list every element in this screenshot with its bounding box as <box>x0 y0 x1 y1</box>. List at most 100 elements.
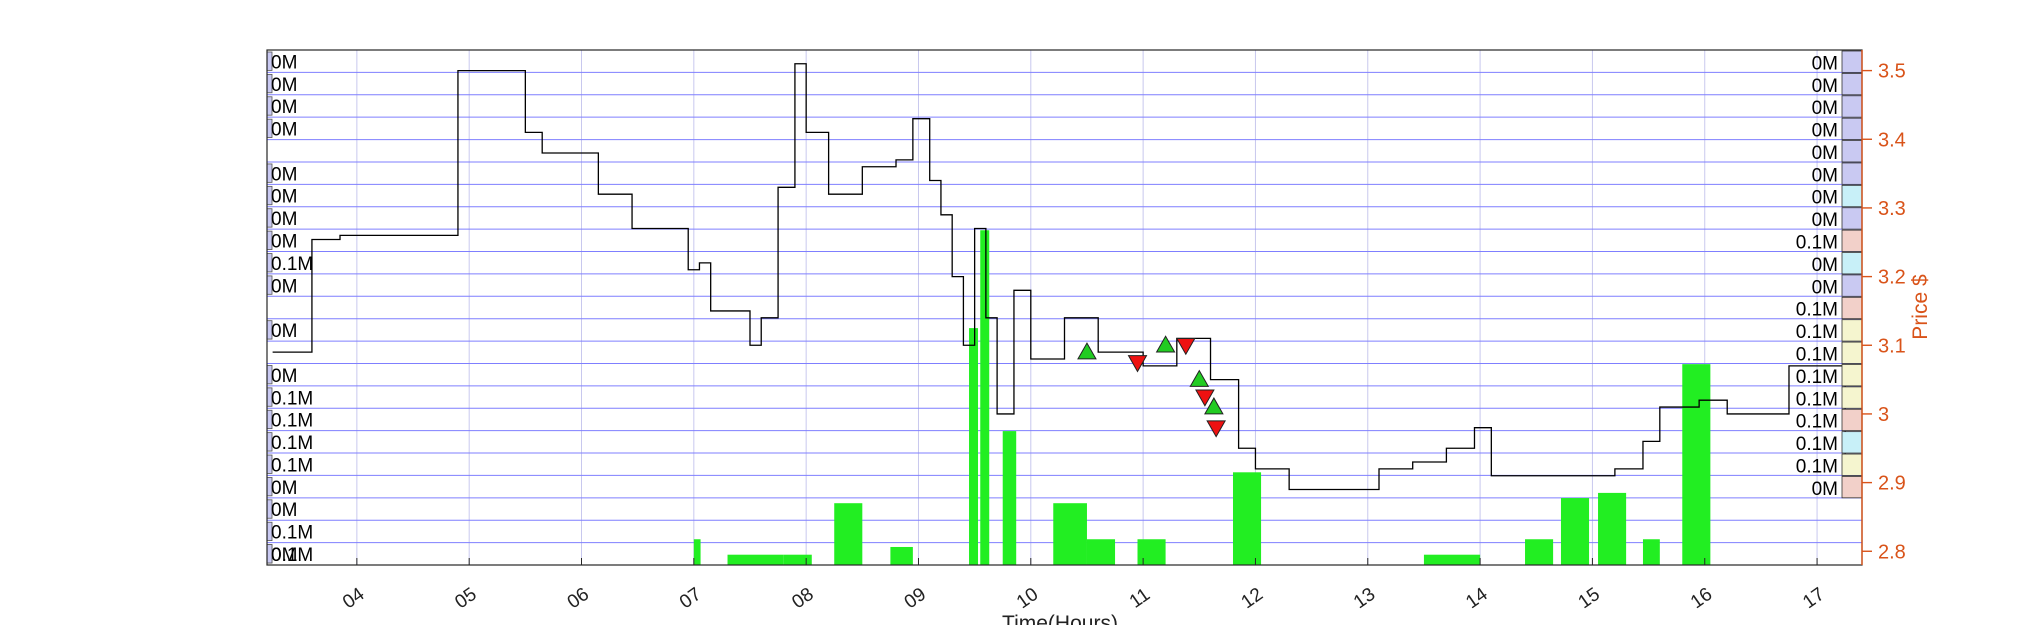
x-tick-label: 07 <box>676 584 705 613</box>
right-profile-label: 0M <box>1812 479 1838 500</box>
right-profile-label: 0.1M <box>1796 434 1838 455</box>
volume-bar <box>693 539 701 565</box>
right-profile-label: 0.1M <box>1796 412 1838 433</box>
price-tick-label: 3.2 <box>1878 267 1906 289</box>
buy-marker <box>1155 335 1176 353</box>
right-profile-label: 0.1M <box>1796 367 1838 388</box>
right-profile-label: 0M <box>1812 165 1838 186</box>
volume-bar <box>1423 554 1481 565</box>
left-profile-label: 0.1M <box>271 411 313 432</box>
sell-marker <box>1127 355 1148 373</box>
right-profile-bar <box>1841 229 1863 252</box>
x-tick-label: 06 <box>564 584 593 613</box>
plot-area <box>267 50 1862 565</box>
right-profile-bar <box>1841 364 1863 387</box>
horizontal-grid <box>267 71 1862 544</box>
x-tick-label: 09 <box>901 584 930 613</box>
volume-bar <box>1137 539 1166 565</box>
right-profile-bar <box>1841 207 1863 230</box>
left-profile-label: 0M <box>271 187 297 208</box>
volume-bar <box>1002 431 1017 565</box>
left-profile-label: 0.1M <box>271 254 313 275</box>
right-profile-bar <box>1841 386 1863 409</box>
left-profile-label: 0M <box>271 75 297 96</box>
left-profile-label: 0M <box>271 209 297 230</box>
volume-bar <box>1560 498 1590 565</box>
x-tick-label: 11 <box>1126 584 1154 613</box>
left-profile-label: 0M <box>271 232 297 253</box>
right-profile-bar <box>1841 431 1863 454</box>
right-profile-bar <box>1841 476 1863 499</box>
sell-marker <box>1206 420 1226 438</box>
price-tick-label: 2.8 <box>1878 541 1906 563</box>
trade-markers <box>1077 335 1226 438</box>
volume-profile-left: 0M0M0M0M0M0M0M0M0.1M0M0M0M0.1M0.1M0.1M0.… <box>266 51 313 566</box>
x-tick-label: 15 <box>1575 584 1604 613</box>
x-tick-label: 17 <box>1799 584 1828 613</box>
buy-marker <box>1077 342 1097 360</box>
right-profile-label: 0M <box>1812 76 1838 97</box>
right-profile-bar <box>1841 95 1863 118</box>
left-profile-label: 0M <box>271 545 297 566</box>
volume-bar <box>980 230 990 565</box>
x-tick-label: 14 <box>1462 584 1492 614</box>
right-profile-bar <box>1841 408 1863 432</box>
right-profile-bar <box>1841 252 1863 275</box>
left-profile-label: 0.1M <box>271 455 313 476</box>
volume-bar <box>969 328 979 565</box>
volume-bar <box>1642 539 1660 565</box>
volume-bar <box>727 554 784 565</box>
price-line <box>272 63 1846 491</box>
left-profile-label: 0M <box>271 366 297 387</box>
price-tick-label: 3.1 <box>1878 335 1906 357</box>
left-profile-label: 0.1M <box>271 388 313 409</box>
volume-bars <box>693 230 1711 565</box>
volume-bar <box>783 554 812 565</box>
right-profile-bar <box>1841 274 1863 297</box>
right-profile-label: 0M <box>1812 53 1838 74</box>
x-axis-ticks: 04 05 06 07 08 09 10 11 12 13 14 15 16 17 <box>339 558 1829 613</box>
x-tick-label: 08 <box>788 584 817 613</box>
right-profile-label: 0M <box>1812 255 1838 276</box>
price-axis-label: Price $ <box>1909 274 1932 340</box>
right-profile-label: 0.1M <box>1796 322 1838 343</box>
right-profile-label: 0.1M <box>1796 344 1838 365</box>
right-profile-bar <box>1841 162 1863 185</box>
right-profile-bar <box>1841 117 1863 140</box>
right-profile-label: 0M <box>1812 277 1838 298</box>
left-profile-label: 0M <box>271 52 297 73</box>
right-profile-label: 0M <box>1812 143 1838 164</box>
price-tick-label: 3 <box>1878 404 1889 426</box>
x-tick-label: 04 <box>339 584 369 614</box>
price-tick-label: 3.5 <box>1878 61 1906 83</box>
buy-marker <box>1204 397 1224 415</box>
volume-bar <box>1053 503 1087 565</box>
right-profile-bar <box>1841 72 1863 96</box>
right-profile-label: 0M <box>1812 98 1838 119</box>
left-profile-label: 0M <box>271 500 297 521</box>
left-profile-label: 0M <box>271 120 297 141</box>
left-profile-label: 0.1M <box>271 545 313 566</box>
volume-bar <box>1682 364 1711 565</box>
x-tick-label: 12 <box>1238 584 1267 613</box>
volume-bar <box>1086 539 1116 565</box>
left-profile-label: 0.1M <box>271 523 313 544</box>
right-profile-label: 0M <box>1812 188 1838 209</box>
price-series <box>272 63 1846 491</box>
right-profile-bar <box>1841 50 1863 73</box>
right-profile-label: 0.1M <box>1796 300 1838 321</box>
price-tick-label: 3.3 <box>1878 198 1906 220</box>
x-axis-label: Time(Hours) <box>1002 612 1118 625</box>
right-profile-bar <box>1841 296 1863 320</box>
price-axis-ticks: 2.8 2.9 3 3.1 3.2 3.3 3.4 3.5 <box>1862 61 1906 563</box>
right-profile-bar <box>1841 453 1863 476</box>
left-profile-label: 0M <box>271 321 297 342</box>
left-profile-label: 0M <box>271 276 297 297</box>
right-profile-label: 0.1M <box>1796 389 1838 410</box>
right-profile-label: 0M <box>1812 121 1838 142</box>
left-profile-label: 0M <box>271 478 297 499</box>
left-profile-label: 0.1M <box>271 433 313 454</box>
x-tick-label: 05 <box>451 584 480 613</box>
volume-bar <box>890 546 913 565</box>
